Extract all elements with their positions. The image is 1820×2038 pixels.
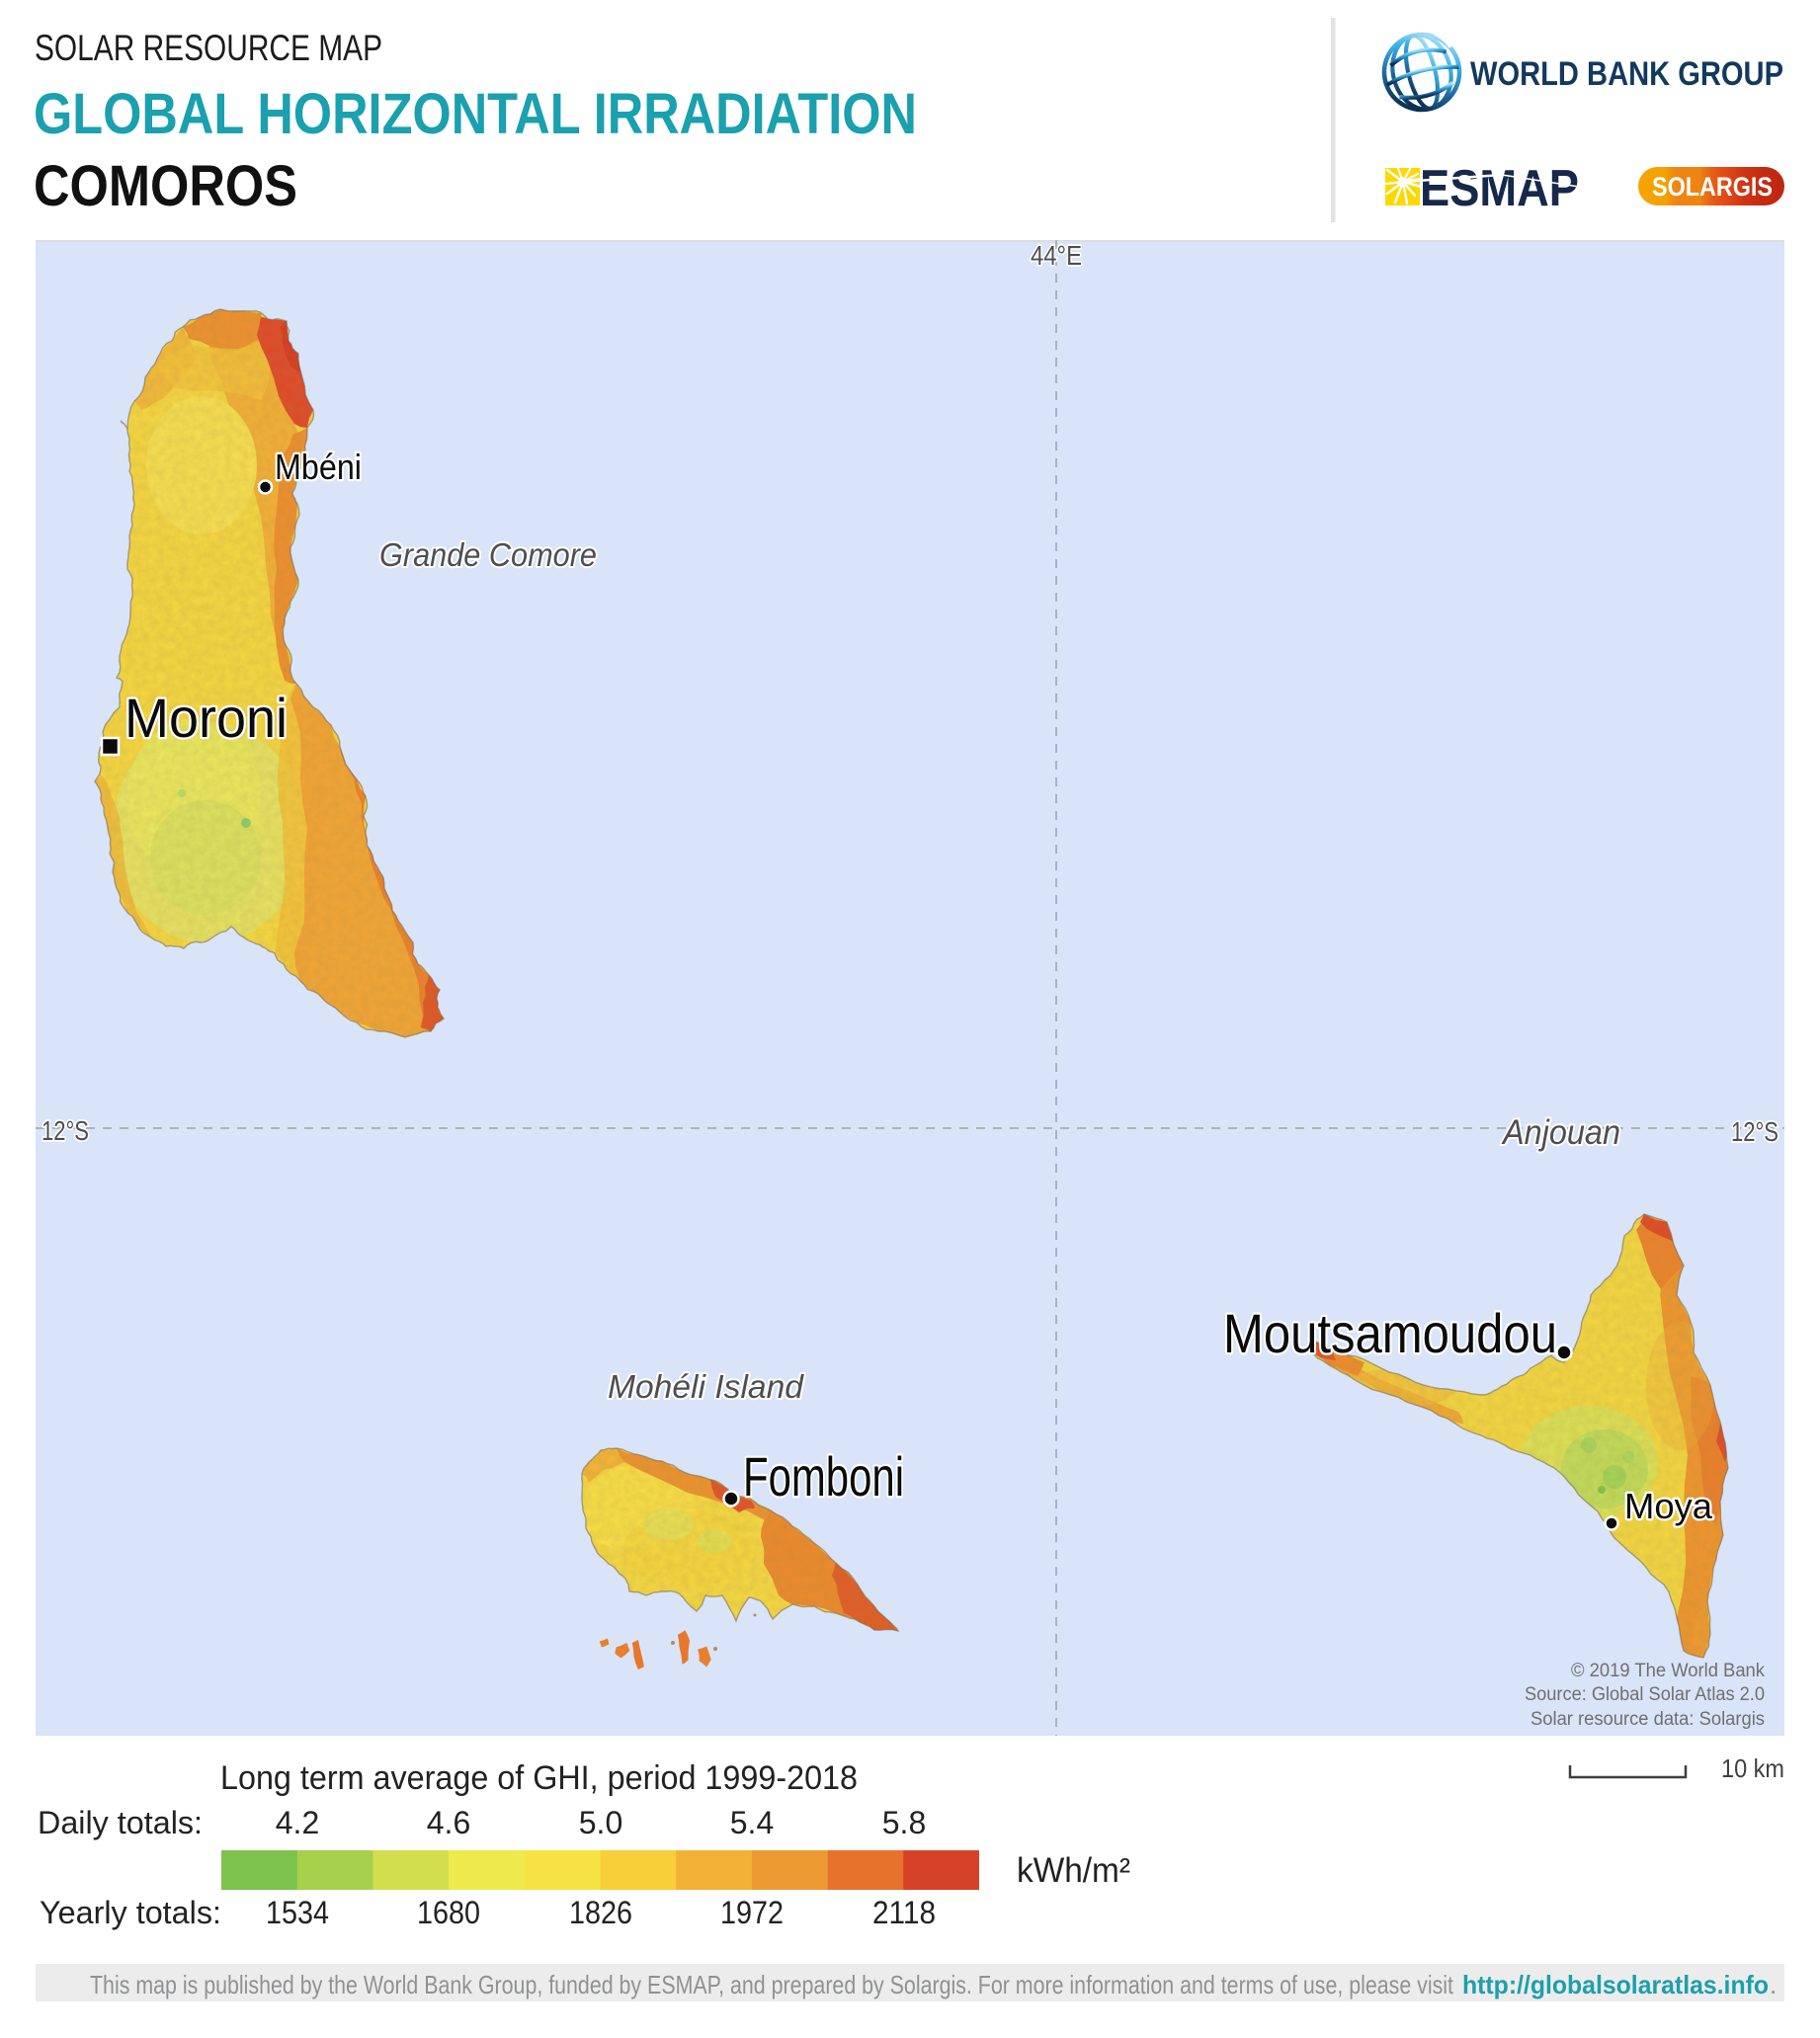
svg-text:5.8: 5.8	[882, 1805, 926, 1840]
svg-text:kWh/m²: kWh/m²	[1017, 1851, 1130, 1890]
svg-text:Mohéli Island: Mohéli Island	[608, 1368, 805, 1405]
svg-text:5.4: 5.4	[730, 1805, 774, 1840]
svg-text:.: .	[1770, 1970, 1777, 1999]
svg-text:4.2: 4.2	[276, 1805, 319, 1840]
svg-text:Anjouan: Anjouan	[1501, 1113, 1620, 1152]
svg-text:ESMAP: ESMAP	[1420, 160, 1579, 217]
svg-text:Fomboni: Fomboni	[743, 1445, 904, 1508]
svg-text:2118: 2118	[872, 1895, 936, 1930]
svg-text:GLOBAL HORIZONTAL IRRADIATION: GLOBAL HORIZONTAL IRRADIATION	[34, 82, 917, 146]
svg-text:1534: 1534	[266, 1895, 329, 1930]
svg-text:Yearly totals:: Yearly totals:	[40, 1895, 221, 1930]
svg-text:WORLD BANK GROUP: WORLD BANK GROUP	[1470, 55, 1783, 93]
svg-text:12°S: 12°S	[1731, 1116, 1779, 1147]
svg-text:Long term average of GHI, peri: Long term average of GHI, period 1999-20…	[220, 1759, 858, 1797]
svg-text:Source: Global Solar Atlas 2.0: Source: Global Solar Atlas 2.0	[1525, 1684, 1765, 1705]
svg-text:1680: 1680	[417, 1895, 480, 1930]
svg-text:12°S: 12°S	[41, 1115, 89, 1146]
svg-text:1826: 1826	[569, 1895, 632, 1930]
svg-text:5.0: 5.0	[579, 1805, 622, 1840]
svg-text:Moya: Moya	[1624, 1486, 1713, 1526]
svg-text:This map is published by the W: This map is published by the World Bank …	[90, 1970, 1454, 1999]
svg-text:http://globalsolaratlas.info: http://globalsolaratlas.info	[1462, 1970, 1769, 1999]
svg-text:Grande Comore: Grande Comore	[379, 536, 597, 573]
svg-text:Moutsamoudou: Moutsamoudou	[1223, 1302, 1557, 1364]
svg-text:Moroni: Moroni	[124, 687, 288, 749]
svg-text:Daily totals:: Daily totals:	[38, 1805, 203, 1840]
svg-text:Solar resource data: Solargis: Solar resource data: Solargis	[1530, 1709, 1765, 1730]
svg-text:44°E: 44°E	[1031, 240, 1082, 271]
svg-text:SOLAR RESOURCE MAP: SOLAR RESOURCE MAP	[35, 28, 382, 68]
svg-text:© 2019 The World Bank: © 2019 The World Bank	[1571, 1661, 1765, 1681]
svg-text:4.6: 4.6	[427, 1805, 470, 1840]
svg-text:1972: 1972	[720, 1895, 784, 1930]
svg-text:10 km: 10 km	[1721, 1753, 1784, 1783]
svg-text:Mbéni: Mbéni	[275, 447, 362, 487]
svg-text:COMOROS: COMOROS	[34, 154, 297, 218]
svg-text:SOLARGIS: SOLARGIS	[1652, 172, 1773, 202]
